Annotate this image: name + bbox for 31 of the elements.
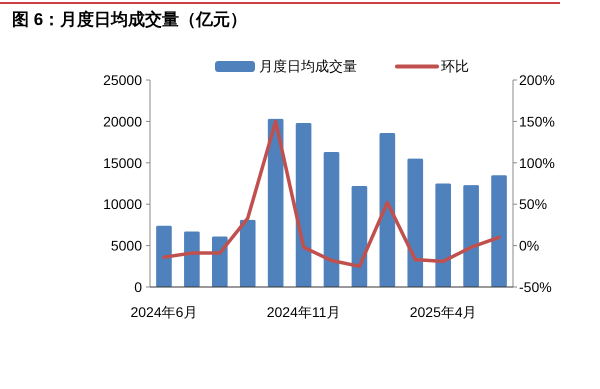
y-tick-label: 15000 bbox=[103, 154, 142, 171]
bar bbox=[268, 118, 284, 287]
y2-tick-label: 100% bbox=[519, 154, 555, 171]
line-series bbox=[162, 120, 501, 268]
bar bbox=[156, 226, 172, 287]
x-tick-label: 2024年6月 bbox=[130, 304, 198, 320]
bar bbox=[407, 158, 424, 287]
x-tick-label: 2025年4月 bbox=[410, 304, 477, 320]
legend-label: 月度日均成交量 bbox=[259, 58, 357, 74]
y-tick-label: 10000 bbox=[103, 196, 142, 212]
y-tick-label: 5000 bbox=[110, 238, 142, 254]
x-tick-label: 2024年11月 bbox=[266, 304, 340, 320]
y-tick-label: 0 bbox=[134, 279, 142, 295]
bar bbox=[491, 175, 507, 287]
y2-tick-label: 150% bbox=[519, 113, 555, 130]
bar bbox=[380, 132, 396, 287]
y2-tick-label: 50% bbox=[519, 196, 548, 212]
bar bbox=[463, 185, 479, 287]
y-tick-label: 20000 bbox=[103, 113, 142, 130]
bar bbox=[240, 220, 256, 287]
legend-label: 环比 bbox=[441, 58, 469, 74]
bar bbox=[324, 152, 340, 287]
bar bbox=[352, 186, 368, 287]
chart-title: 图 6：月度日均成交量（亿元） bbox=[12, 10, 248, 29]
y2-tick-label: 0% bbox=[519, 238, 540, 254]
bar bbox=[184, 232, 200, 287]
y2-tick-label: 200% bbox=[519, 72, 555, 88]
y2-tick-label: -50% bbox=[519, 279, 552, 295]
bar bbox=[296, 123, 312, 287]
bar bbox=[435, 184, 452, 287]
y-tick-label: 25000 bbox=[103, 72, 142, 88]
